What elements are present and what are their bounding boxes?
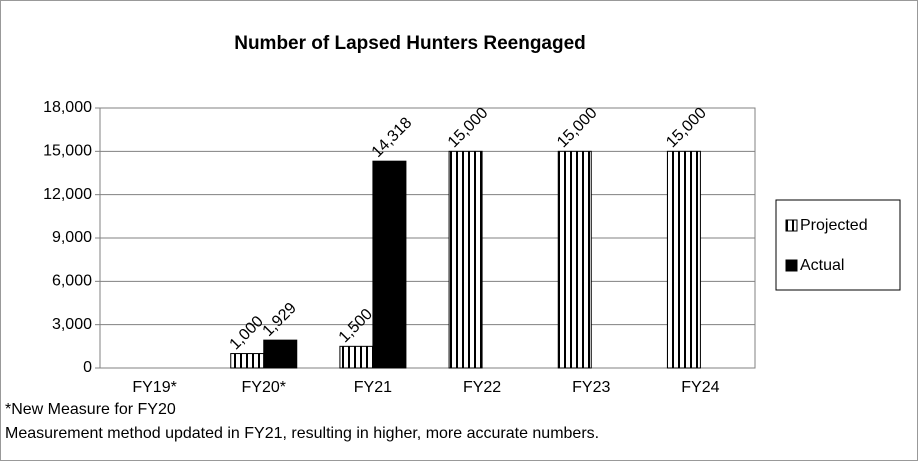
x-tick-label: FY23	[572, 379, 610, 396]
legend-label: Projected	[800, 217, 868, 234]
x-tick-label: FY20*	[242, 379, 286, 396]
bar	[372, 160, 407, 369]
bar	[666, 150, 701, 369]
legend-label: Actual	[800, 257, 844, 274]
footnote: Measurement method updated in FY21, resu…	[5, 425, 599, 442]
y-tick-label: 3,000	[52, 316, 92, 333]
bar	[263, 339, 298, 369]
y-tick-label: 6,000	[52, 273, 92, 290]
legend-swatch	[785, 259, 798, 272]
bar	[448, 150, 483, 369]
bar	[339, 345, 374, 369]
bar	[557, 150, 592, 369]
x-tick-label: FY21	[354, 379, 392, 396]
legend-swatch	[785, 219, 798, 232]
footnote: *New Measure for FY20	[5, 401, 176, 418]
x-tick-label: FY19*	[132, 379, 176, 396]
y-tick-label: 0	[83, 359, 92, 376]
bar	[230, 353, 265, 369]
chart-title: Number of Lapsed Hunters Reengaged	[234, 33, 586, 54]
y-tick-label: 12,000	[43, 186, 92, 203]
y-tick-label: 9,000	[52, 229, 92, 246]
y-tick-label: 18,000	[43, 99, 92, 116]
y-tick-label: 15,000	[43, 143, 92, 160]
x-tick-label: FY24	[681, 379, 719, 396]
x-tick-label: FY22	[463, 379, 501, 396]
legend-box	[775, 199, 901, 291]
